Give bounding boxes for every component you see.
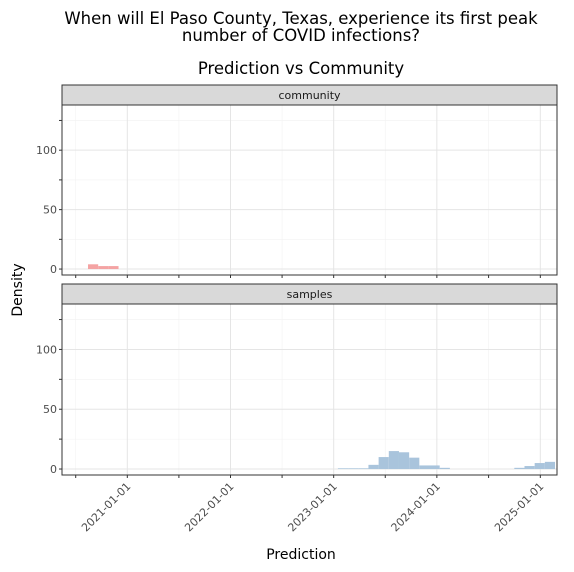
x-tick-label: 2024-01-01	[389, 480, 443, 534]
histogram-bar	[514, 467, 525, 470]
histogram-bar	[419, 465, 430, 470]
facet-strip-label-samples: samples	[287, 288, 333, 301]
y-tick-label: 0	[50, 463, 57, 476]
panel-community: community 0 50 100	[36, 84, 558, 278]
histogram-bar	[544, 461, 556, 470]
histogram-bar	[348, 468, 359, 470]
panel-border	[61, 104, 558, 276]
x-tick-label: 2022-01-01	[182, 480, 236, 534]
histogram-bar	[409, 457, 420, 470]
y-tick-label: 100	[36, 343, 57, 356]
histogram-bar	[378, 457, 389, 470]
facet-strip-label-community: community	[278, 89, 341, 102]
x-tick-label: 2023-01-01	[285, 480, 339, 534]
facet-panels: community 0 50 100 samples 0 50 100	[36, 84, 558, 478]
chart-title-line-1: When will El Paso County, Texas, experie…	[64, 9, 538, 28]
histogram-bar	[524, 466, 535, 470]
histogram-bar	[388, 451, 399, 470]
x-axis: 2021-01-01 2022-01-01 2023-01-01 2024-01-01…	[79, 480, 546, 534]
x-tick-label: 2025-01-01	[492, 480, 546, 534]
y-tick-label: 100	[36, 144, 57, 157]
y-axis-title: Density	[10, 263, 26, 316]
histogram-bar	[98, 266, 109, 270]
histogram-bar	[429, 465, 440, 470]
x-tick-label: 2021-01-01	[79, 480, 133, 534]
panel-background	[62, 105, 557, 275]
chart-subtitle: Prediction vs Community	[198, 59, 405, 78]
panel-samples: samples 0 50 100	[36, 283, 558, 478]
histogram-bar	[108, 266, 119, 270]
histogram-bar	[398, 452, 410, 470]
histogram-bar	[439, 467, 450, 470]
x-axis-title: Prediction	[266, 547, 336, 563]
y-tick-label: 50	[43, 403, 57, 416]
histogram-bar	[534, 463, 545, 470]
y-tick-label: 0	[50, 263, 57, 276]
panel-background	[62, 304, 557, 475]
histogram-bar	[337, 468, 349, 470]
panel-border	[61, 303, 558, 476]
histogram-bar	[368, 464, 379, 470]
y-tick-label: 50	[43, 204, 57, 217]
histogram-bar	[358, 468, 369, 470]
chart-title-line-2: number of COVID infections?	[182, 26, 420, 45]
histogram-bar	[88, 264, 99, 270]
